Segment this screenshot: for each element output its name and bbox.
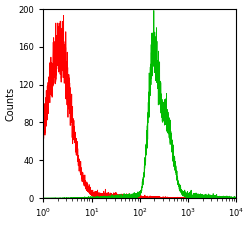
Y-axis label: Counts: Counts	[6, 86, 16, 121]
